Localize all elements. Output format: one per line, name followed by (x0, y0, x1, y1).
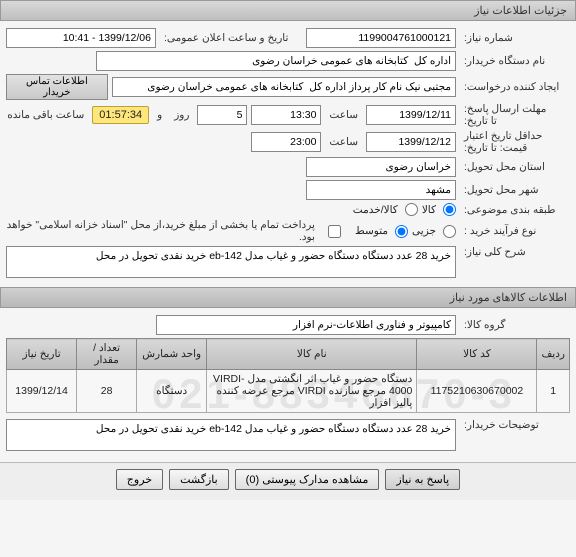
req-title-textarea[interactable]: خرید 28 عدد دستگاه دستگاه حضور و غیاب مد… (6, 246, 456, 278)
lbl-bundling: طبقه بندی موضوعی: (460, 204, 570, 216)
lbl-and: و (153, 109, 166, 121)
items-section-header: اطلاعات کالاهای مورد نیاز (0, 287, 576, 308)
th-unit: واحد شمارش (137, 339, 207, 370)
lbl-price-deadline: حداقل تاریخ اعتبار قیمت: تا تاریخ: (460, 130, 570, 154)
lbl-buyer-notes: توضیحات خریدار: (460, 419, 570, 431)
partial-pay-checkbox[interactable] (328, 225, 341, 238)
province-input[interactable] (306, 157, 456, 177)
lbl-service: کالا/خدمت (353, 204, 398, 216)
creator-input[interactable] (112, 77, 456, 97)
lbl-low: جزیی (412, 225, 436, 237)
lbl-req-no: شماره نیاز: (460, 32, 570, 44)
exit-button[interactable]: خروج (116, 469, 163, 490)
lbl-province: استان محل تحویل: (460, 161, 570, 173)
lbl-send-deadline: مهلت ارسال پاسخ: تا تاریخ: (460, 103, 570, 127)
th-qty: تعداد / مقدار (77, 339, 137, 370)
countdown-timer: 01:57:34 (92, 106, 149, 124)
td-code: 1175210630670002 (417, 370, 537, 413)
lbl-buyer-org: نام دستگاه خریدار: (460, 55, 570, 67)
td-date: 1399/12/14 (7, 370, 77, 413)
th-name: نام کالا (207, 339, 417, 370)
radio-low[interactable] (443, 225, 456, 238)
lbl-item-group: گروه کالا: (460, 319, 570, 331)
buyer-notes-textarea[interactable]: خرید 28 عدد دستگاه دستگاه حضور و غیاب مد… (6, 419, 456, 451)
lbl-time-1: ساعت (325, 109, 362, 121)
lbl-req-title: شرح کلی نیاز: (460, 246, 570, 258)
table-row[interactable]: 1 1175210630670002 دستگاه حضور و غیاب اث… (7, 370, 570, 413)
td-name: دستگاه حضور و غیاب اثر انگشتی مدل VIRDI-… (207, 370, 417, 413)
item-group-input[interactable] (156, 315, 456, 335)
announce-date-input[interactable] (6, 28, 156, 48)
lbl-mid: متوسط (355, 225, 388, 237)
price-date-input[interactable] (366, 132, 456, 152)
radio-service[interactable] (405, 203, 418, 216)
lbl-time-2: ساعت (325, 136, 362, 148)
send-date-input[interactable] (366, 105, 456, 125)
th-code: کد کالا (417, 339, 537, 370)
lbl-goods: کالا (422, 204, 436, 216)
lbl-announce: تاریخ و ساعت اعلان عمومی: (160, 32, 292, 44)
td-row: 1 (537, 370, 570, 413)
page-header: جزئیات اطلاعات نیاز (0, 0, 576, 21)
lbl-city: شهر محل تحویل: (460, 184, 570, 196)
back-button[interactable]: بازگشت (169, 469, 229, 490)
footer-buttons: پاسخ به نیاز مشاهده مدارک پیوستی (0) باز… (0, 462, 576, 500)
send-time-input[interactable] (251, 105, 321, 125)
price-time-input[interactable] (251, 132, 321, 152)
th-row: ردیف (537, 339, 570, 370)
lbl-remaining: ساعت باقی مانده (3, 109, 88, 121)
buyer-org-input[interactable] (96, 51, 456, 71)
attachments-button[interactable]: مشاهده مدارک پیوستی (0) (235, 469, 380, 490)
contact-info-button[interactable]: اطلاعات تماس خریدار (6, 74, 108, 100)
items-section-title: اطلاعات کالاهای مورد نیاز (450, 292, 567, 304)
main-form: شماره نیاز: تاریخ و ساعت اعلان عمومی: نا… (0, 21, 576, 285)
lbl-creator: ایجاد کننده درخواست: (460, 81, 570, 93)
answer-button[interactable]: پاسخ به نیاز (385, 469, 460, 490)
items-table: ردیف کد کالا نام کالا واحد شمارش تعداد /… (6, 338, 570, 413)
lbl-day: روز (170, 109, 193, 121)
lbl-proc-type: نوع فرآیند خرید : (460, 225, 570, 237)
partial-pay-note: پرداخت تمام یا بخشی از مبلغ خرید،از محل … (6, 219, 321, 243)
city-input[interactable] (306, 180, 456, 200)
td-unit: دستگاه (137, 370, 207, 413)
td-qty: 28 (77, 370, 137, 413)
radio-mid[interactable] (395, 225, 408, 238)
radio-goods[interactable] (443, 203, 456, 216)
days-input[interactable] (197, 105, 247, 125)
page-title: جزئیات اطلاعات نیاز (474, 5, 567, 17)
th-date: تاریخ نیاز (7, 339, 77, 370)
req-no-input[interactable] (306, 28, 456, 48)
